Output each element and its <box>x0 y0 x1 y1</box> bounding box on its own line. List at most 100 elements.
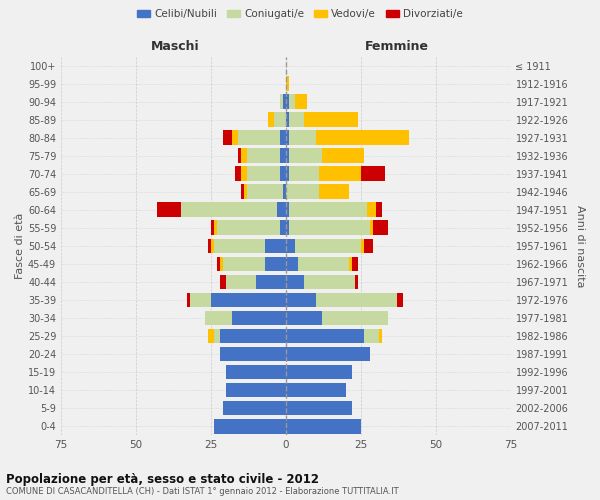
Bar <box>289 148 322 163</box>
Bar <box>214 238 265 254</box>
Bar <box>247 184 283 199</box>
Bar <box>157 202 181 217</box>
Bar <box>286 400 352 415</box>
Bar <box>286 346 370 362</box>
Bar <box>277 202 286 217</box>
Bar <box>286 328 364 344</box>
Bar <box>211 220 214 236</box>
Bar <box>286 310 322 326</box>
Bar <box>289 130 316 145</box>
Text: COMUNE DI CASACANDITELLA (CH) - Dati ISTAT 1° gennaio 2012 - Elaborazione TUTTIT: COMUNE DI CASACANDITELLA (CH) - Dati IST… <box>6 488 398 496</box>
Bar <box>247 166 280 181</box>
Bar <box>226 274 256 289</box>
Bar <box>286 130 289 145</box>
Bar <box>361 166 385 181</box>
Bar <box>256 274 286 289</box>
Bar <box>280 166 286 181</box>
Bar <box>244 184 247 199</box>
Bar <box>286 292 316 308</box>
Bar <box>286 382 346 398</box>
Bar <box>286 94 289 109</box>
Bar <box>286 256 298 272</box>
Bar <box>265 238 286 254</box>
Bar <box>220 256 223 272</box>
Bar <box>241 148 247 163</box>
Y-axis label: Fasce di età: Fasce di età <box>15 212 25 279</box>
Bar <box>286 220 289 236</box>
Bar <box>367 202 376 217</box>
Bar <box>289 220 370 236</box>
Bar <box>214 220 217 236</box>
Bar <box>286 148 289 163</box>
Bar <box>232 310 286 326</box>
Text: Femmine: Femmine <box>365 40 429 53</box>
Bar <box>295 238 361 254</box>
Bar <box>295 94 307 109</box>
Bar <box>280 220 286 236</box>
Bar <box>211 292 286 308</box>
Bar <box>241 166 247 181</box>
Bar <box>286 418 361 434</box>
Bar <box>286 184 319 199</box>
Bar <box>397 292 403 308</box>
Bar <box>226 364 286 380</box>
Bar <box>220 274 226 289</box>
Bar <box>223 256 265 272</box>
Bar <box>190 292 211 308</box>
Bar <box>316 292 397 308</box>
Bar <box>286 238 295 254</box>
Bar <box>289 112 304 127</box>
Bar <box>223 130 232 145</box>
Bar <box>376 202 382 217</box>
Bar <box>283 94 286 109</box>
Bar <box>364 238 373 254</box>
Bar <box>181 202 277 217</box>
Bar <box>238 148 241 163</box>
Bar <box>352 256 358 272</box>
Bar <box>283 184 286 199</box>
Bar <box>220 346 286 362</box>
Bar <box>217 220 280 236</box>
Text: Maschi: Maschi <box>151 40 199 53</box>
Bar <box>286 274 304 289</box>
Bar <box>208 328 214 344</box>
Bar <box>286 202 289 217</box>
Bar <box>289 202 367 217</box>
Bar <box>289 94 295 109</box>
Bar <box>298 256 349 272</box>
Bar <box>238 130 280 145</box>
Text: Popolazione per età, sesso e stato civile - 2012: Popolazione per età, sesso e stato civil… <box>6 472 319 486</box>
Bar <box>232 130 238 145</box>
Bar <box>223 400 286 415</box>
Bar <box>211 238 214 254</box>
Bar <box>316 130 409 145</box>
Bar <box>265 256 286 272</box>
Bar <box>286 76 289 91</box>
Bar <box>205 310 232 326</box>
Bar <box>322 310 388 326</box>
Bar <box>208 238 211 254</box>
Bar <box>373 220 388 236</box>
Bar <box>304 112 358 127</box>
Bar <box>247 148 280 163</box>
Bar <box>280 94 283 109</box>
Bar <box>379 328 382 344</box>
Bar <box>268 112 274 127</box>
Bar <box>187 292 190 308</box>
Bar <box>280 148 286 163</box>
Legend: Celibi/Nubili, Coniugati/e, Vedovi/e, Divorziati/e: Celibi/Nubili, Coniugati/e, Vedovi/e, Di… <box>133 5 467 24</box>
Bar <box>355 274 358 289</box>
Bar <box>214 328 220 344</box>
Bar <box>286 166 289 181</box>
Bar <box>304 274 355 289</box>
Bar <box>319 166 361 181</box>
Bar <box>226 382 286 398</box>
Bar <box>319 184 349 199</box>
Bar <box>241 184 244 199</box>
Y-axis label: Anni di nascita: Anni di nascita <box>575 204 585 287</box>
Bar <box>214 418 286 434</box>
Bar <box>349 256 352 272</box>
Bar <box>235 166 241 181</box>
Bar <box>289 166 319 181</box>
Bar <box>364 328 379 344</box>
